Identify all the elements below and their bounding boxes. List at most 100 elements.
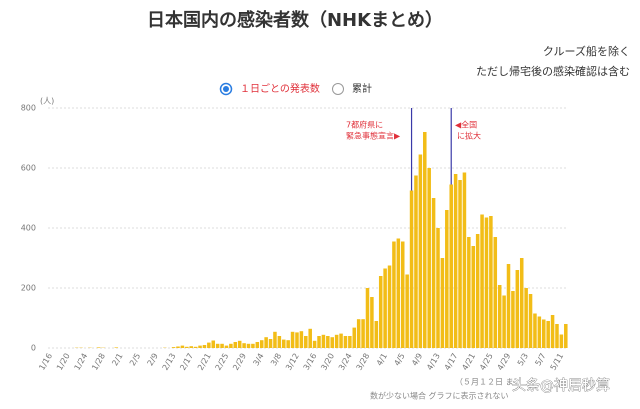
x-tick-label: 3/16 xyxy=(302,352,319,372)
bar xyxy=(356,319,361,348)
bar xyxy=(282,339,286,348)
bar xyxy=(528,294,533,348)
legend-label[interactable]: 累計 xyxy=(352,82,372,95)
bar xyxy=(304,336,308,348)
bar xyxy=(418,154,423,348)
bar xyxy=(202,345,207,348)
x-tick-label: 4/5 xyxy=(392,352,406,368)
bar xyxy=(193,346,198,348)
bar xyxy=(524,288,528,348)
bar xyxy=(171,347,176,348)
x-tick-label: 1/24 xyxy=(73,352,90,372)
bar xyxy=(339,333,343,348)
x-tick-label: 4/21 xyxy=(460,352,477,372)
bar xyxy=(564,324,568,348)
bar xyxy=(405,274,409,348)
x-tick-label: 2/25 xyxy=(214,352,231,372)
bar xyxy=(387,265,392,348)
bar xyxy=(114,347,119,348)
bar xyxy=(445,210,449,348)
x-tick-label: 3/20 xyxy=(319,352,336,372)
x-tick-label: 1/16 xyxy=(37,352,54,372)
bar xyxy=(220,343,224,348)
bar xyxy=(396,238,401,348)
bar xyxy=(414,175,418,348)
bar xyxy=(462,172,467,348)
bar xyxy=(334,334,339,348)
bar xyxy=(383,268,387,348)
radio-cumulative[interactable] xyxy=(332,83,344,95)
bar xyxy=(467,237,471,348)
bar xyxy=(343,336,348,348)
bar xyxy=(431,198,436,348)
bar xyxy=(555,324,559,348)
y-tick-label: 0 xyxy=(31,344,36,353)
y-tick-label: 800 xyxy=(21,104,36,113)
annotation: 7都府県に xyxy=(346,120,383,130)
bar xyxy=(378,276,383,348)
x-tick-label: 3/24 xyxy=(337,352,354,372)
bar xyxy=(255,342,260,348)
bar xyxy=(207,342,211,348)
bar xyxy=(242,343,246,348)
bar xyxy=(436,228,440,348)
bar xyxy=(475,234,480,348)
x-tick-label: 2/1 xyxy=(110,352,124,368)
footnote: 数が少ない場合 グラフに表示されない xyxy=(370,391,509,401)
bar xyxy=(290,331,295,348)
x-tick-label: 4/9 xyxy=(410,352,424,368)
bar xyxy=(224,345,229,348)
bar xyxy=(493,237,498,348)
bar xyxy=(519,258,524,348)
y-tick-label: 600 xyxy=(21,164,36,173)
bar xyxy=(185,346,189,348)
bar xyxy=(295,332,299,348)
bar xyxy=(321,334,326,348)
bar xyxy=(251,343,255,348)
bar xyxy=(361,319,365,348)
bar xyxy=(423,132,427,348)
bar xyxy=(559,334,564,348)
bar xyxy=(176,346,180,348)
bar xyxy=(392,241,396,348)
bar xyxy=(215,343,220,348)
bar xyxy=(533,313,537,348)
bar xyxy=(211,340,216,348)
bar xyxy=(515,270,520,348)
x-tick-label: 2/5 xyxy=(128,352,142,368)
bar xyxy=(352,327,357,348)
bar xyxy=(330,337,334,348)
bar xyxy=(233,342,238,348)
bar xyxy=(537,316,542,348)
legend-label[interactable]: １日ごとの発表数 xyxy=(240,82,320,95)
radio-dot xyxy=(223,86,229,92)
bar xyxy=(277,336,282,348)
bar xyxy=(264,337,268,348)
bar xyxy=(299,331,304,348)
x-tick-label: 4/25 xyxy=(478,352,495,372)
annotation: 緊急事態宣言▶ xyxy=(346,131,401,141)
bar xyxy=(246,343,251,348)
bar xyxy=(506,264,511,348)
note: ただし帰宅後の感染確認は含む xyxy=(476,64,630,78)
bar xyxy=(502,295,506,348)
chart-title: 日本国内の感染者数（NHKまとめ） xyxy=(147,9,443,31)
x-tick-label: 4/17 xyxy=(443,352,460,372)
bar xyxy=(449,184,453,348)
y-tick-label: 200 xyxy=(21,284,36,293)
x-tick-label: 5/11 xyxy=(549,352,566,372)
bar xyxy=(273,331,277,348)
bar xyxy=(497,285,502,348)
x-tick-label: 3/4 xyxy=(251,352,265,368)
x-tick-label: 2/13 xyxy=(161,352,178,372)
bar xyxy=(348,336,352,348)
annotation: ◀全国 xyxy=(455,120,477,130)
bar xyxy=(484,217,489,348)
bar xyxy=(400,241,405,348)
bar xyxy=(308,328,312,348)
bar xyxy=(511,291,515,348)
bar xyxy=(198,345,202,348)
footnote: （５月１２日 ま xyxy=(455,378,514,387)
bar xyxy=(480,214,484,348)
